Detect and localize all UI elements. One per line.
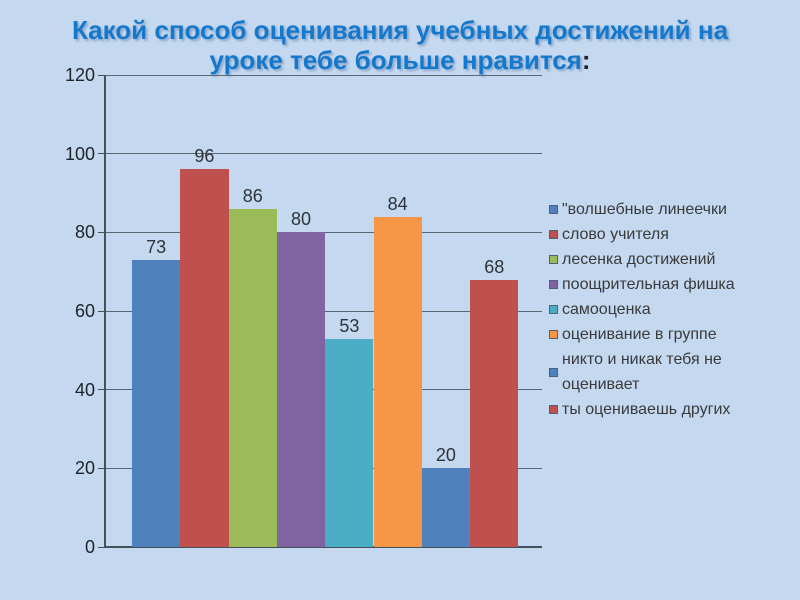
y-tick	[98, 310, 105, 312]
legend-label: самооценка	[562, 301, 651, 318]
y-axis-label: 60	[74, 301, 95, 321]
y-axis-label: 20	[74, 458, 95, 479]
y-tick	[98, 74, 105, 76]
legend-label: лесенка достижений	[562, 251, 716, 268]
legend-item: поощрительная фишка	[549, 272, 799, 297]
bar-3	[228, 208, 277, 547]
y-axis-label: 120	[64, 65, 95, 85]
bar-2	[180, 169, 229, 547]
y-tick	[98, 389, 105, 391]
legend-color-swatch	[549, 305, 558, 314]
legend-color-swatch	[549, 230, 558, 239]
bar-value-label: 86	[242, 185, 263, 206]
bar-4	[276, 232, 326, 547]
legend-item: никто и никак тебя не оценивает	[549, 347, 799, 397]
bar-6	[373, 216, 422, 547]
chart-legend: "волшебные линеечки слово учителя лесенка …	[549, 197, 799, 422]
chart-title-line2: уроке тебе больше нравится	[209, 45, 582, 75]
bar-value-label: 80	[291, 209, 312, 230]
legend-label: слово учителя	[562, 226, 669, 243]
y-tick	[98, 467, 105, 469]
bar-8	[470, 279, 519, 547]
y-axis-label: 80	[74, 222, 95, 243]
legend-label: ты оцениваешь других	[562, 401, 731, 418]
bar-value-label: 20	[435, 445, 456, 466]
legend-item: лесенка достижений	[549, 247, 799, 272]
bar-value-label: 68	[484, 256, 505, 277]
x-axis	[104, 546, 542, 548]
legend-color-swatch	[549, 330, 558, 339]
chart-title: Какой способ оценивания учебных достижен…	[0, 15, 800, 75]
legend-label: "волшебные линеечки	[562, 201, 727, 218]
y-axis-label: 40	[74, 379, 95, 400]
y-axis	[104, 75, 106, 547]
gridline	[105, 153, 542, 155]
legend-label: оценивание в группе	[562, 326, 717, 343]
legend-item: слово учителя	[549, 222, 799, 247]
bar-5	[325, 338, 374, 547]
legend-color-swatch	[549, 280, 558, 289]
legend-item: ты оцениваешь других	[549, 397, 799, 422]
legend-color-swatch	[549, 205, 558, 214]
y-tick	[98, 153, 105, 155]
bar-value-label: 73	[146, 236, 167, 257]
legend-item: самооценка	[549, 297, 799, 322]
y-axis-label: 100	[64, 143, 95, 164]
gridline	[105, 74, 542, 76]
legend-label: никто и никак тебя не оценивает	[562, 351, 722, 393]
legend-item: оценивание в группе	[549, 322, 799, 347]
legend-label: поощрительная фишка	[562, 276, 735, 293]
chart-title-colon: :	[581, 45, 591, 75]
legend-color-swatch	[549, 367, 558, 377]
legend-item: "волшебные линеечки	[549, 197, 799, 222]
chart-title-line1: Какой способ оценивания учебных достижен…	[71, 15, 729, 45]
legend-color-swatch	[549, 405, 558, 414]
bar-7	[421, 468, 471, 547]
y-axis-label: 0	[84, 537, 95, 557]
bar-1	[132, 259, 181, 547]
legend-color-swatch	[549, 255, 558, 264]
bar-value-label: 53	[339, 315, 360, 336]
bar-value-label: 84	[387, 193, 408, 214]
bar-value-label: 96	[194, 146, 215, 167]
y-tick	[98, 546, 105, 548]
y-tick	[98, 231, 105, 233]
